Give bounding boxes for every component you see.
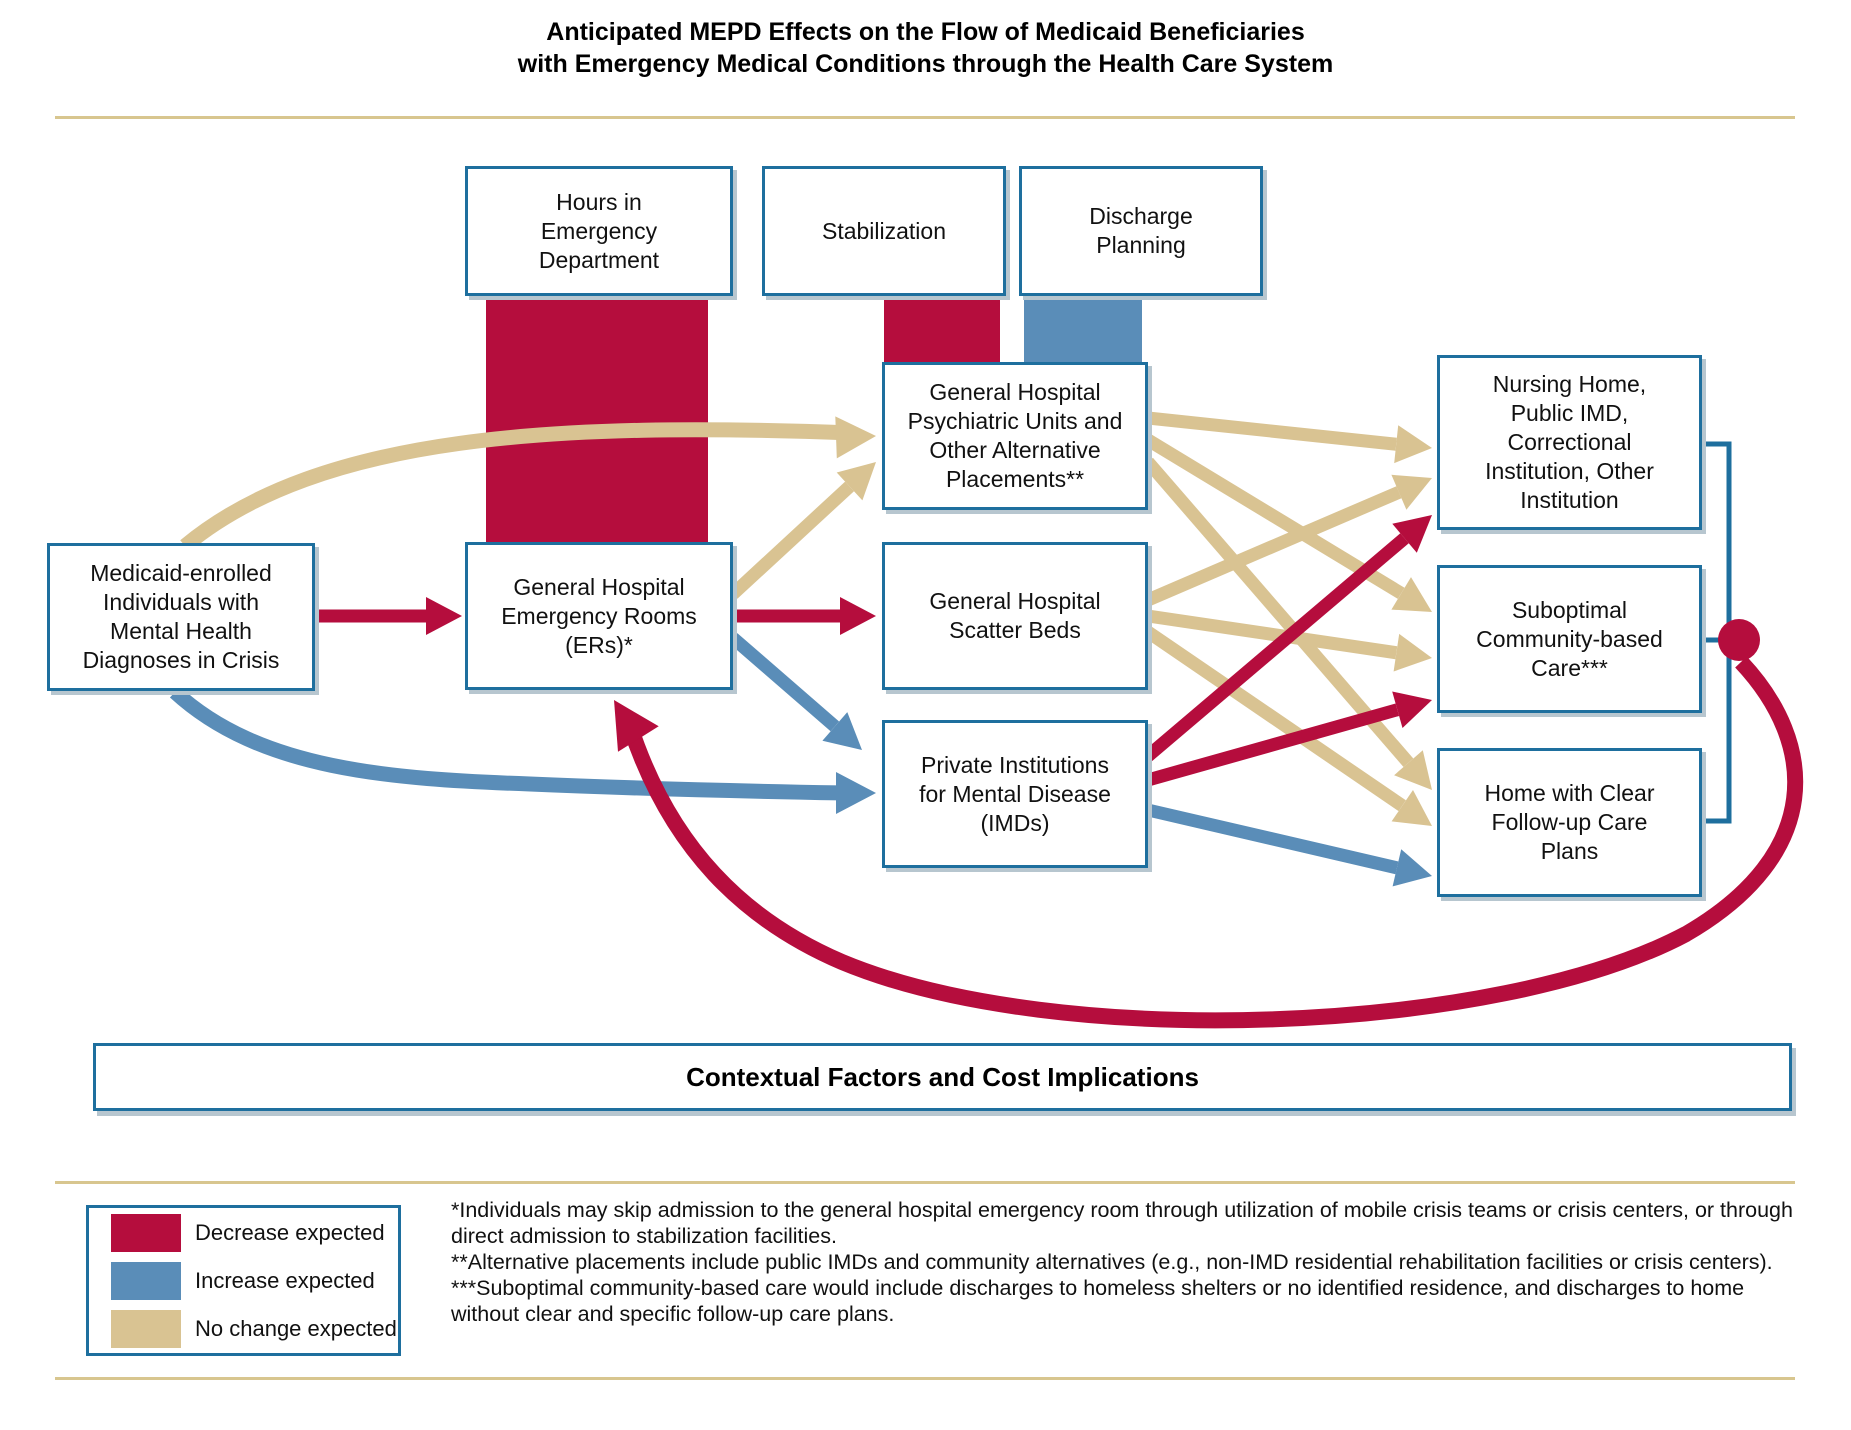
node-label: Hours in Emergency Department [538,188,660,273]
node-label: General Hospital Psychiatric Units and O… [907,379,1123,492]
legend-item-increase: Increase expected [111,1261,398,1300]
divider-top [55,116,1795,119]
node-private-imds: Private Institutions for Mental Disease … [882,720,1148,868]
legend-label: No change expected [195,1315,397,1341]
footnote-1: *Individuals may skip admission to the g… [451,1198,1793,1248]
footnote-3: ***Suboptimal community-based care would… [451,1276,1745,1326]
node-general-hospital-er: General Hospital Emergency Rooms (ERs)* [465,542,733,690]
footnotes: *Individuals may skip admission to the g… [451,1197,1803,1327]
page-title-line2: with Emergency Medical Conditions throug… [517,50,1334,78]
legend-label: Decrease expected [195,1219,385,1245]
node-medicaid-individuals: Medicaid-enrolled Individuals with Menta… [47,543,315,691]
node-nursing-home-institutions: Nursing Home, Public IMD, Correctional I… [1437,355,1702,530]
node-label: Medicaid-enrolled Individuals with Menta… [82,560,280,673]
node-label: Stabilization [821,217,947,244]
node-scatter-beds: General Hospital Scatter Beds [882,542,1148,690]
node-suboptimal-care: Suboptimal Community-based Care*** [1437,565,1702,713]
node-label: General Hospital Scatter Beds [929,588,1101,643]
node-stabilization: Stabilization [762,166,1006,296]
node-label: Home with Clear Follow-up Care Plans [1484,780,1655,864]
node-label: Suboptimal Community-based Care*** [1476,596,1663,681]
footnote-2: **Alternative placements include public … [451,1250,1773,1274]
banner-label: Contextual Factors and Cost Implications [686,1061,1199,1092]
node-label: Nursing Home, Public IMD, Correctional I… [1485,371,1654,513]
no-change-color-swatch [111,1309,181,1348]
node-label: General Hospital Emergency Rooms (ERs)* [501,573,697,658]
node-label: Private Institutions for Mental Disease … [919,751,1111,836]
decrease-color-swatch [111,1213,181,1252]
page-title-line1: Anticipated MEPD Effects on the Flow of … [546,18,1305,46]
node-home-followup-plans: Home with Clear Follow-up Care Plans [1437,748,1702,897]
legend-label: Increase expected [195,1267,375,1293]
node-discharge-planning: Discharge Planning [1019,166,1263,296]
node-label: Discharge Planning [1089,203,1193,258]
divider-bottom [55,1377,1795,1380]
node-psychiatric-units: General Hospital Psychiatric Units and O… [882,362,1148,510]
legend-box: Decrease expected Increase expected No c… [86,1205,401,1356]
divider-middle [55,1181,1795,1184]
contextual-factors-banner: Contextual Factors and Cost Implications [93,1043,1792,1111]
legend-item-no-change: No change expected [111,1309,398,1348]
page-title: Anticipated MEPD Effects on the Flow of … [0,16,1851,80]
legend-item-decrease: Decrease expected [111,1213,398,1252]
node-hours-in-emergency-department: Hours in Emergency Department [465,166,733,296]
increase-color-swatch [111,1261,181,1300]
